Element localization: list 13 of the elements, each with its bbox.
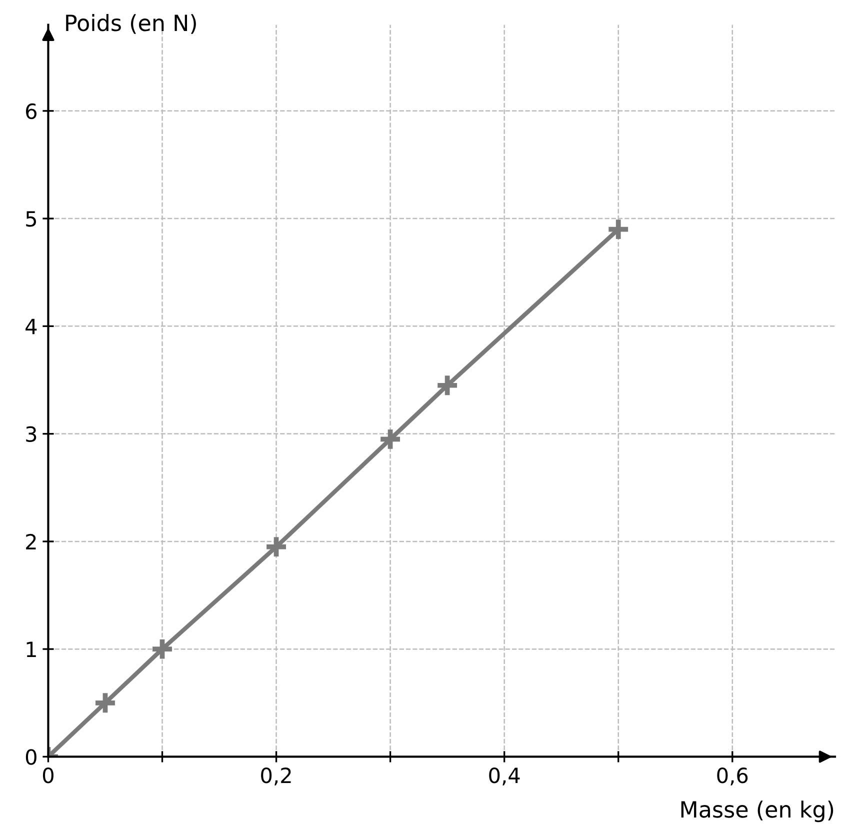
x-tick-label: 0,2 [261,767,291,786]
y-tick-label: 4 [26,318,37,334]
x-tick-label: 0,6 [717,767,748,786]
y-tick-label: 6 [26,103,36,120]
y-tick-label: 5 [26,211,36,227]
y-tick-label: 3 [26,426,36,442]
x-tick-label: 0 [42,767,54,784]
y-tick-label: 2 [26,534,36,550]
x-axis-title: Masse (en kg) [681,800,834,822]
y-tick-label: 1 [26,642,36,657]
y-tick-label: 0 [26,749,36,765]
y-axis-title: Poids (en N) [66,14,196,34]
x-tick-label: 0,4 [489,767,520,786]
